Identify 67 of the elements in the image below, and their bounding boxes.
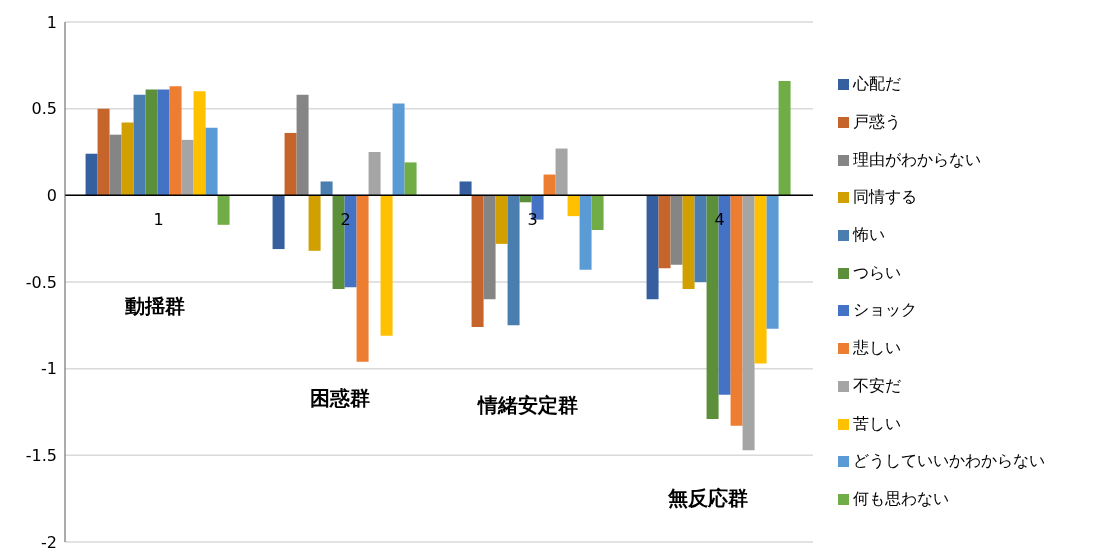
- bar: [495, 195, 508, 244]
- y-tick-label: 1: [46, 12, 57, 32]
- y-tick-label: -0.5: [25, 272, 57, 292]
- legend-label: 不安だ: [853, 375, 901, 397]
- bar: [646, 195, 659, 300]
- bar: [670, 195, 683, 265]
- bar: [380, 195, 393, 336]
- bar: [555, 148, 568, 196]
- legend-label: 理由がわからない: [853, 149, 981, 171]
- bar: [181, 139, 194, 196]
- bar: [404, 162, 417, 196]
- bar: [217, 195, 230, 225]
- bar: [308, 195, 321, 251]
- bar: [193, 91, 206, 196]
- bar: [567, 195, 580, 217]
- y-tick-label: 0: [46, 186, 57, 206]
- bar: [658, 195, 671, 269]
- bar: [145, 89, 158, 196]
- bar: [730, 195, 743, 426]
- legend-label: どうしていいかわからない: [853, 451, 1045, 473]
- bar: [392, 103, 405, 196]
- legend-label: 同情する: [853, 187, 917, 209]
- bar: [694, 195, 707, 282]
- bar: [205, 127, 218, 196]
- legend-label: 心配だ: [853, 74, 901, 96]
- legend-label: 悲しい: [853, 338, 901, 360]
- bar: [356, 195, 369, 362]
- bar: [483, 195, 496, 300]
- x-tick-label: 1: [153, 210, 164, 230]
- bar: [109, 134, 122, 196]
- bar: [579, 195, 592, 270]
- legend-label: 苦しい: [853, 413, 901, 435]
- bar: [284, 132, 297, 196]
- bar: [459, 181, 472, 196]
- bar: [97, 108, 110, 196]
- y-tick-label: 0.5: [31, 99, 57, 119]
- x-tick-label: 3: [527, 210, 538, 230]
- bar: [121, 122, 134, 196]
- bar: [507, 195, 520, 326]
- bar: [543, 174, 556, 196]
- legend-label: ショック: [853, 300, 917, 322]
- y-tick-label: -1.5: [25, 446, 57, 466]
- bar: [169, 86, 182, 196]
- bar: [471, 195, 484, 328]
- bar: [296, 94, 309, 196]
- bar: [85, 153, 98, 196]
- y-tick-label: -2: [41, 532, 57, 552]
- y-tick-label: -1: [41, 359, 57, 379]
- legend-label: 何も思わない: [853, 488, 949, 510]
- bar: [368, 152, 381, 196]
- annotation: 無反応群: [668, 484, 748, 512]
- bar: [766, 195, 779, 329]
- bar: [682, 195, 695, 289]
- bar: [157, 89, 170, 196]
- annotation: 困惑群: [310, 384, 370, 412]
- legend-label: つらい: [853, 262, 901, 284]
- bar: [778, 80, 791, 196]
- annotation: 情緒安定群: [478, 391, 578, 419]
- bar: [320, 181, 333, 196]
- bar: [742, 195, 755, 451]
- annotation: 動揺群: [125, 292, 185, 320]
- legend-label: 戸惑う: [853, 112, 901, 134]
- bar: [754, 195, 767, 364]
- bar: [133, 94, 146, 196]
- bar: [272, 195, 285, 250]
- bar: [591, 195, 604, 230]
- legend-label: 怖い: [853, 225, 885, 247]
